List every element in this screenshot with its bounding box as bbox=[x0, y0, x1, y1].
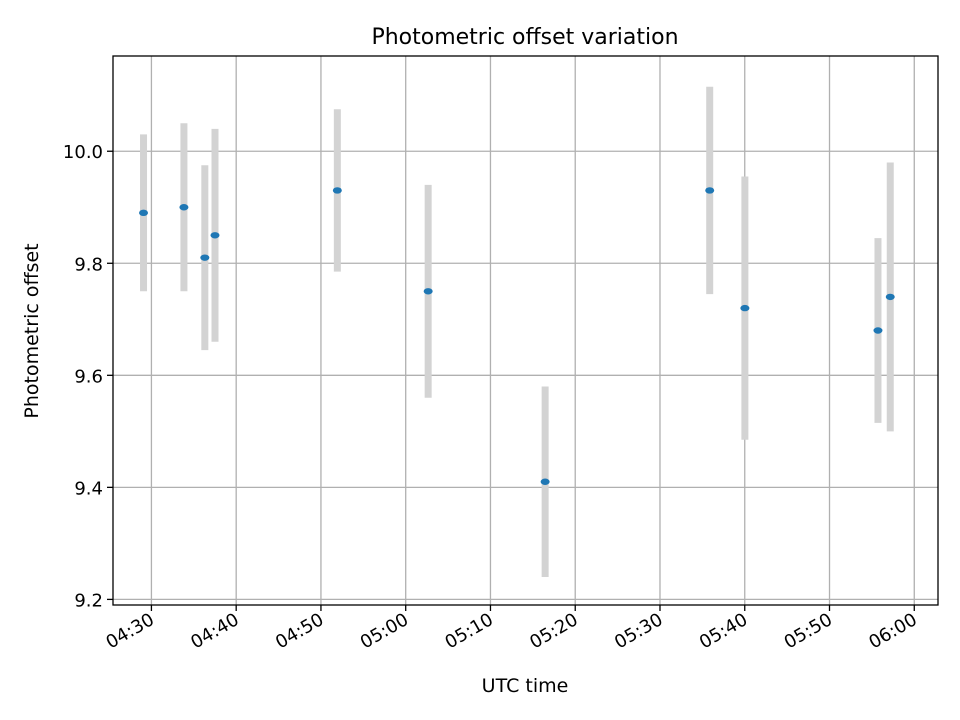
data-point bbox=[873, 327, 883, 334]
y-tick-label: 9.2 bbox=[74, 590, 103, 611]
data-point bbox=[423, 288, 433, 295]
x-axis-label: UTC time bbox=[482, 675, 569, 697]
data-point bbox=[740, 304, 750, 312]
data-point bbox=[200, 254, 210, 261]
data-point bbox=[210, 232, 220, 239]
data-points bbox=[139, 187, 895, 485]
data-point bbox=[179, 204, 189, 211]
data-point bbox=[705, 187, 715, 194]
y-axis-ticks: 9.2 9.4 9.6 9.8 10.0 bbox=[63, 142, 113, 611]
y-tick-label: 9.6 bbox=[74, 366, 103, 387]
data-point bbox=[139, 209, 149, 217]
y-tick-label: 10.0 bbox=[63, 142, 103, 163]
y-axis-label: Photometric offset bbox=[21, 243, 43, 418]
y-tick-label: 9.8 bbox=[74, 254, 103, 275]
y-tick-label: 9.4 bbox=[74, 478, 103, 499]
plot-area-frame bbox=[112, 55, 939, 606]
data-point bbox=[540, 478, 550, 485]
chart-title: Photometric offset variation bbox=[371, 25, 678, 50]
data-point bbox=[332, 187, 342, 194]
data-point bbox=[885, 293, 895, 301]
grid-lines bbox=[113, 56, 938, 605]
